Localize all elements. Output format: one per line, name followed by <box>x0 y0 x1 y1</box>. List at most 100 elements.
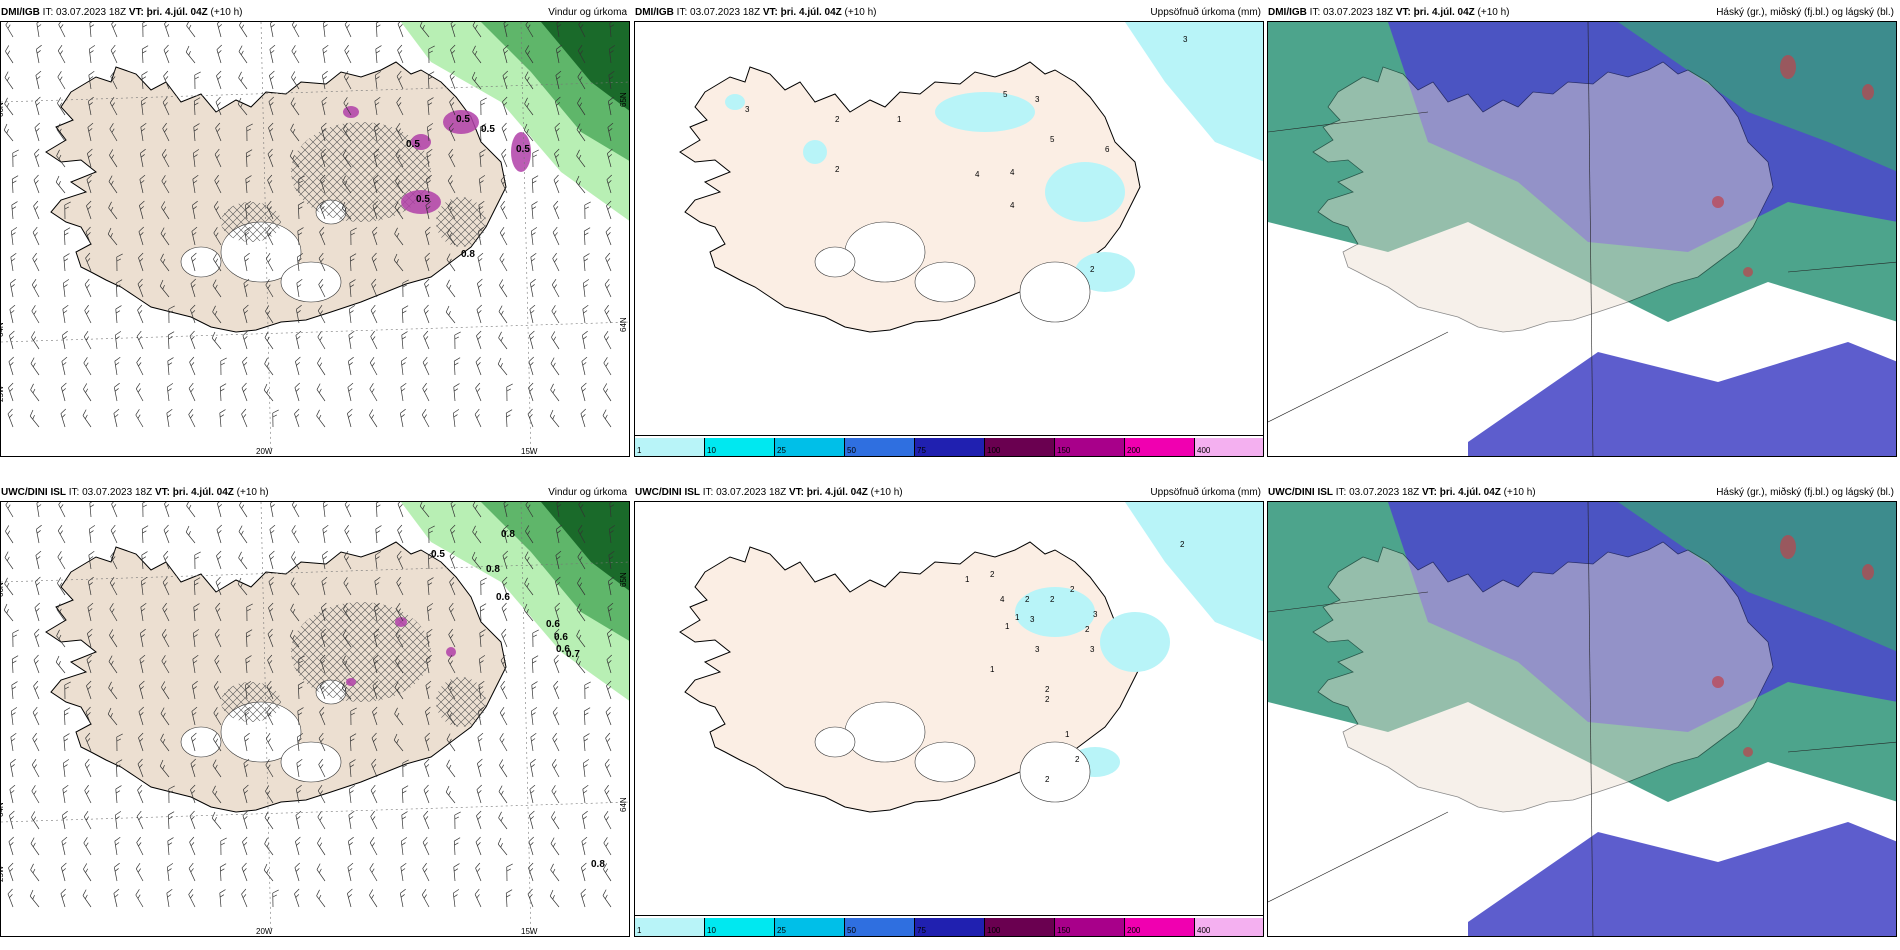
wind-barb <box>189 810 196 830</box>
lon-label: 25W <box>1 385 5 402</box>
wind-barb <box>321 70 328 90</box>
wind-barb <box>395 603 404 622</box>
wind-barb <box>551 279 560 298</box>
wind-barb <box>263 383 274 402</box>
wind-barb <box>552 252 560 272</box>
wind-barb <box>87 148 93 168</box>
wind-barb <box>215 122 222 142</box>
wind-barb <box>32 706 40 726</box>
wind-barb <box>393 253 404 272</box>
wind-barb <box>61 862 67 882</box>
wind-barb <box>243 252 250 272</box>
wind-barb <box>110 524 118 544</box>
wind-barb <box>395 123 404 142</box>
wind-barb <box>450 44 456 64</box>
wind-barb <box>58 502 66 518</box>
wind-barb <box>425 200 432 220</box>
wind-barb <box>348 810 355 830</box>
wind-barb <box>267 654 274 674</box>
wind-barb <box>554 628 560 648</box>
wind-barb <box>83 863 92 882</box>
wind-barb <box>33 680 40 700</box>
wind-barb <box>608 525 616 544</box>
wind-barb <box>580 888 587 908</box>
wind-barb <box>424 732 431 752</box>
wind-barb <box>320 628 327 648</box>
wind-barb <box>582 784 589 804</box>
wind-barb <box>449 70 456 90</box>
wind-barb <box>317 785 326 804</box>
wind-barb <box>501 602 508 622</box>
wind-barb <box>582 279 590 298</box>
wind-barb <box>580 408 587 428</box>
wind-barb <box>60 888 67 908</box>
wind-barb <box>113 888 120 908</box>
wind-barb <box>115 305 122 324</box>
wind-barb <box>530 227 538 246</box>
iceland-land <box>1312 541 1774 813</box>
wind-barb <box>88 70 95 90</box>
wind-barb <box>401 785 409 804</box>
wind-barb <box>31 331 40 350</box>
wind-barb <box>87 576 94 596</box>
wind-barb <box>475 862 482 882</box>
wind-barb <box>140 122 147 142</box>
wind-barb <box>577 551 586 570</box>
wind-barb <box>476 784 483 804</box>
wind-barb <box>343 97 352 116</box>
wind-barb <box>32 252 40 272</box>
precip-heavy <box>541 22 629 111</box>
wind-barb <box>241 862 248 882</box>
accum-value: 2 <box>1045 685 1050 694</box>
wind-barb <box>369 889 378 908</box>
wind-barb <box>214 174 222 194</box>
wind-barb <box>159 279 170 298</box>
wind-barb <box>245 655 252 674</box>
graticule-line <box>1268 111 1429 133</box>
wind-barb <box>446 733 456 752</box>
wind-barb <box>341 201 352 220</box>
wind-barb <box>56 123 66 142</box>
cloud-mid-south <box>1468 822 1896 936</box>
wind-barb <box>373 602 380 622</box>
wind-barb <box>576 629 586 648</box>
wind-barb <box>246 123 253 142</box>
wind-barb <box>4 71 14 90</box>
precip-value: 0.5 <box>431 549 445 560</box>
wind-barb <box>85 252 92 272</box>
wind-barb <box>142 502 149 518</box>
wind-barb <box>577 71 586 90</box>
precip-value: 0.5 <box>406 139 420 150</box>
wind-barb <box>161 149 170 168</box>
wind-barb <box>321 550 328 570</box>
wind-barb <box>139 628 146 648</box>
wind-barb <box>141 71 148 90</box>
wind-barb <box>393 733 404 752</box>
wind-barb <box>321 122 327 142</box>
wind-barb <box>375 22 383 38</box>
wind-barb <box>317 837 326 856</box>
colorbar-swatch <box>845 438 915 456</box>
accum-value: 4 <box>1010 168 1015 177</box>
wind-barb <box>57 551 66 570</box>
accum-value: 3 <box>1035 95 1040 104</box>
wind-barb <box>402 279 409 298</box>
wind-barb <box>450 22 457 38</box>
hatched-area <box>436 197 486 247</box>
wind-barb <box>532 149 539 168</box>
wind-barb <box>167 811 175 830</box>
wind-barb <box>244 681 252 700</box>
wind-barb <box>189 356 196 376</box>
wind-barb <box>577 577 586 596</box>
wind-barb <box>161 175 170 194</box>
panel-header: UWC/DINI ISL IT: 03.07.2023 18Z VT: þri.… <box>1268 486 1894 500</box>
wind-barb <box>192 654 199 674</box>
wind-barb <box>33 174 40 194</box>
wind-barb <box>219 409 226 428</box>
wind-barb <box>8 356 15 376</box>
wind-barb <box>373 122 380 142</box>
wind-barb <box>107 707 118 726</box>
wind-barb <box>447 201 456 220</box>
wind-barb <box>523 123 534 142</box>
wind-barb <box>576 149 586 168</box>
